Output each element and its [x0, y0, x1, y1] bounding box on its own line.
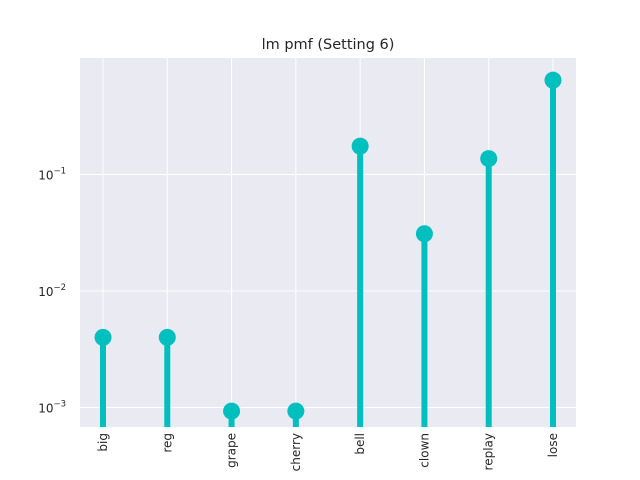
y-tick-base: 10 [38, 168, 53, 182]
stem-marker-clown [415, 225, 433, 243]
x-tick-label-reg: reg [160, 433, 174, 453]
stem-marker-lose [544, 71, 562, 89]
x-tick-label-clown: clown [417, 433, 431, 468]
x-tick-label-grape: grape [225, 433, 239, 468]
y-tick-base: 10 [38, 401, 53, 415]
y-tick-exponent: −2 [53, 283, 66, 293]
x-tick-label-big: big [96, 433, 110, 452]
y-tick-label: 10−3 [38, 399, 66, 415]
y-tick-exponent: −3 [53, 399, 66, 409]
stem-marker-big [94, 328, 112, 346]
y-tick-exponent: −1 [53, 166, 66, 176]
y-tick-label: 10−1 [38, 166, 66, 182]
y-tick-label: 10−2 [38, 283, 66, 299]
stem-marker-reg [158, 328, 176, 346]
y-tick-base: 10 [38, 285, 53, 299]
stem-marker-bell [351, 137, 369, 155]
stem-marker-grape [223, 402, 241, 420]
x-tick-label-lose: lose [546, 433, 560, 457]
stem-marker-cherry [287, 402, 305, 420]
stems [94, 71, 562, 427]
x-tick-labels: big reg grape cherry bell clown replay lose [96, 433, 560, 471]
x-tick-label-replay: replay [482, 433, 496, 470]
x-tick-label-cherry: cherry [289, 433, 303, 471]
x-tick-label-bell: bell [353, 433, 367, 455]
chart-title: lm pmf (Setting 6) [262, 37, 395, 53]
plot-background [80, 58, 576, 427]
y-tick-labels: 10−310−210−1 [38, 166, 66, 415]
stem-marker-replay [480, 150, 498, 168]
